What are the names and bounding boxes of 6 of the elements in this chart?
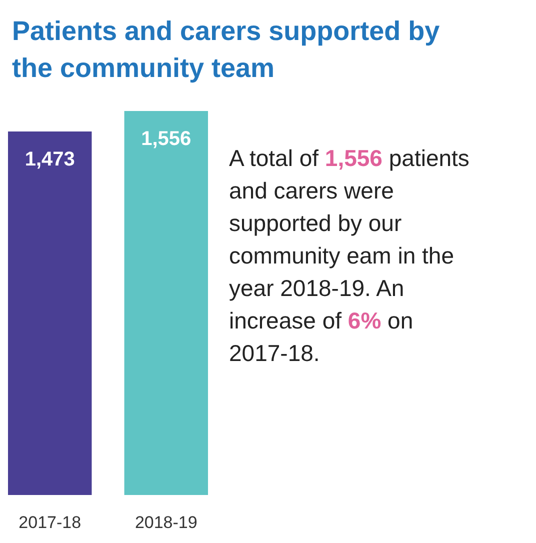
- data-label: 1,556: [141, 128, 192, 150]
- text: A total of 1,556 patients and carers were supported by our community eam in the year 2018-19. An increase of 6% on 2017-18.: [229, 145, 470, 366]
- x-tick-label: 2018-19: [134, 513, 198, 532]
- data-label: 1,473: [24, 148, 75, 170]
- x-tick-label: 2017-18: [18, 513, 82, 532]
- chart-title: Patients and carers supported by the community team: [12, 16, 440, 83]
